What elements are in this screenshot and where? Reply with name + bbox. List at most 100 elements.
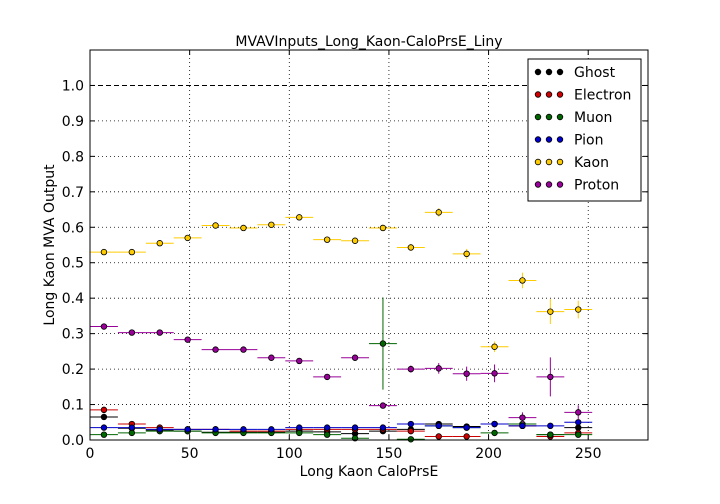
y-tick-label: 0.0 [62,433,84,449]
data-point [407,365,415,373]
data-point [240,426,247,433]
data-point [491,343,498,350]
data-point [407,420,415,428]
y-tick-label: 0.1 [62,398,84,414]
y-tick-label: 0.5 [62,256,84,272]
chart-title: MVAVInputs_Long_Kaon-CaloPrsE_Liny [235,34,502,50]
legend-marker [556,68,564,76]
x-tick-label: 100 [276,446,303,462]
legend-label: Pion [574,133,603,149]
legend-label: Muon [574,110,612,126]
series-pion [90,419,593,433]
data-point [379,340,387,347]
series-kaon [90,208,593,353]
legend-marker [534,158,542,166]
data-point [379,402,387,409]
x-tick-label: 0 [86,446,95,462]
data-point [128,329,136,336]
y-tick-label: 0.8 [62,149,84,165]
data-point [351,354,359,361]
data-point [491,370,498,377]
data-point [435,422,442,430]
x-axis-label: Long Kaon CaloPrsE [300,464,439,480]
y-tick-label: 0.6 [62,220,84,236]
data-point [100,406,108,414]
data-point [379,424,387,431]
x-tick-label: 250 [575,446,602,462]
legend-label: Ghost [574,65,616,81]
data-point [435,365,442,372]
y-tick-label: 0.4 [62,291,84,307]
legend-item-electron: Electron [534,88,631,104]
y-tick-label: 1.0 [62,78,84,94]
data-point [296,424,303,431]
data-point [323,373,331,381]
data-point [128,424,136,431]
x-tick-label: 50 [181,446,199,462]
data-point [463,370,470,377]
data-point [463,424,470,431]
legend-label: Electron [574,88,631,104]
data-point [184,336,191,343]
legend-item-kaon: Kaon [534,155,609,171]
data-point [491,420,498,428]
data-point [575,419,582,426]
data-point [519,414,526,421]
axis-ticks: 0 50 100 150 200 250 0.0 0.1 0.2 0.3 0.4 0.5 0.6 0.7 0… [62,50,648,462]
data-point [379,224,387,232]
x-tick-label: 150 [376,446,403,462]
legend-marker [534,68,542,76]
data-point [212,222,219,229]
data-point [575,409,582,416]
legend-marker [545,136,553,143]
data-point [296,357,303,365]
data-point [435,209,442,216]
data-point [100,248,108,256]
data-point [323,236,331,243]
y-tick-label: 0.7 [62,185,84,201]
legend-marker [545,68,553,76]
plot-area [90,208,593,443]
data-point [323,431,331,438]
data-point [240,346,247,353]
legend: Ghost Electron Muon Pion Kaon Proton [527,58,642,202]
legend-item-proton: Proton [534,178,619,194]
data-point [519,422,526,430]
data-point [156,426,163,433]
data-point [575,424,582,431]
data-point [351,424,359,431]
y-tick-label: 0.3 [62,327,84,343]
legend-marker [545,113,553,121]
legend-marker [545,181,553,188]
y-tick-label: 0.2 [62,362,84,378]
data-point [463,250,470,258]
data-point [407,436,415,443]
data-point [128,429,136,437]
legend-item-ghost: Ghost [534,65,616,81]
y-axis-label: Long Kaon MVA Output [42,164,58,326]
legend-item-muon: Muon [534,110,612,126]
data-point [296,214,303,221]
legend-marker [545,91,553,98]
data-point [100,413,108,421]
legend-marker [534,113,542,121]
data-point [296,429,303,437]
data-point [128,248,136,256]
data-point [407,244,415,251]
legend-marker [534,181,542,188]
data-point [463,433,470,440]
data-point [156,329,163,336]
legend-marker [545,158,553,166]
data-point [212,426,219,433]
data-point [100,424,108,431]
data-point [240,224,247,232]
legend-marker [556,181,564,188]
legend-marker [556,113,564,121]
data-point [547,422,554,430]
legend-marker [534,136,542,143]
data-point [323,424,331,431]
data-point [156,240,163,247]
data-point [212,346,219,353]
data-point [491,429,498,437]
